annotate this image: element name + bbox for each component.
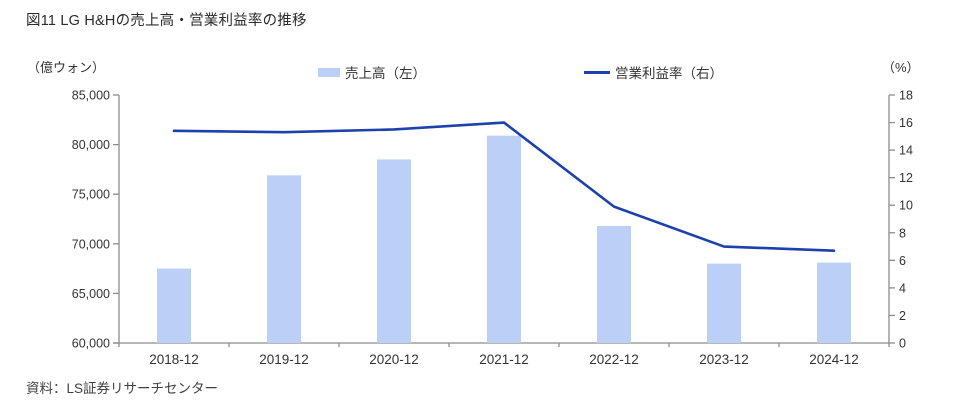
bar-series-swatch	[318, 67, 340, 77]
right-axis-tick-label: 10	[899, 199, 913, 213]
revenue-bar	[817, 262, 851, 343]
revenue-bar	[157, 268, 191, 343]
right-axis-tick-label: 6	[899, 254, 906, 268]
right-axis-unit-label: （%）	[882, 60, 920, 75]
right-axis-tick-label: 8	[899, 226, 906, 240]
legend-item-margin: 営業利益率（右）	[584, 62, 723, 82]
x-axis-category-label: 2019-12	[259, 352, 309, 367]
left-axis-tick-label: 75,000	[72, 188, 110, 202]
revenue-bar	[707, 263, 741, 343]
revenue-bar	[267, 175, 301, 343]
x-axis-category-label: 2022-12	[589, 352, 639, 367]
revenue-bar	[487, 135, 521, 343]
line-series-swatch	[584, 70, 610, 74]
revenue-bar	[597, 225, 631, 343]
left-axis-tick-label: 70,000	[72, 237, 110, 251]
left-axis-tick-label: 80,000	[72, 138, 110, 152]
legend-label-margin: 営業利益率（右）	[615, 66, 723, 81]
right-axis-tick-label: 14	[899, 144, 913, 158]
left-axis-tick-label: 60,000	[72, 337, 110, 351]
left-axis-unit-label: （億ウォン）	[27, 60, 106, 75]
right-axis-tick-label: 2	[899, 309, 906, 323]
right-axis-tick-label: 4	[899, 281, 906, 295]
x-axis-category-label: 2024-12	[809, 352, 859, 367]
right-axis-tick-label: 0	[899, 337, 906, 351]
legend-label-revenue: 売上高（左）	[345, 66, 426, 81]
x-axis-category-label: 2023-12	[699, 352, 749, 367]
source-note: 資料：LS証券リサーチセンター	[26, 381, 219, 396]
right-axis-tick-label: 12	[899, 171, 913, 185]
chart-title: 図11 LG H&Hの売上高・営業利益率の推移	[26, 13, 307, 29]
right-axis-tick-label: 18	[899, 89, 913, 103]
left-axis-tick-label: 65,000	[72, 287, 110, 301]
legend-item-revenue: 売上高（左）	[318, 62, 426, 82]
left-axis-tick-label: 85,000	[72, 89, 110, 103]
x-axis-category-label: 2021-12	[479, 352, 529, 367]
revenue-bar	[377, 159, 411, 343]
operating-margin-line	[172, 121, 836, 252]
x-axis-category-label: 2018-12	[149, 352, 199, 367]
x-axis-category-label: 2020-12	[369, 352, 419, 367]
right-axis-tick-label: 16	[899, 116, 913, 130]
